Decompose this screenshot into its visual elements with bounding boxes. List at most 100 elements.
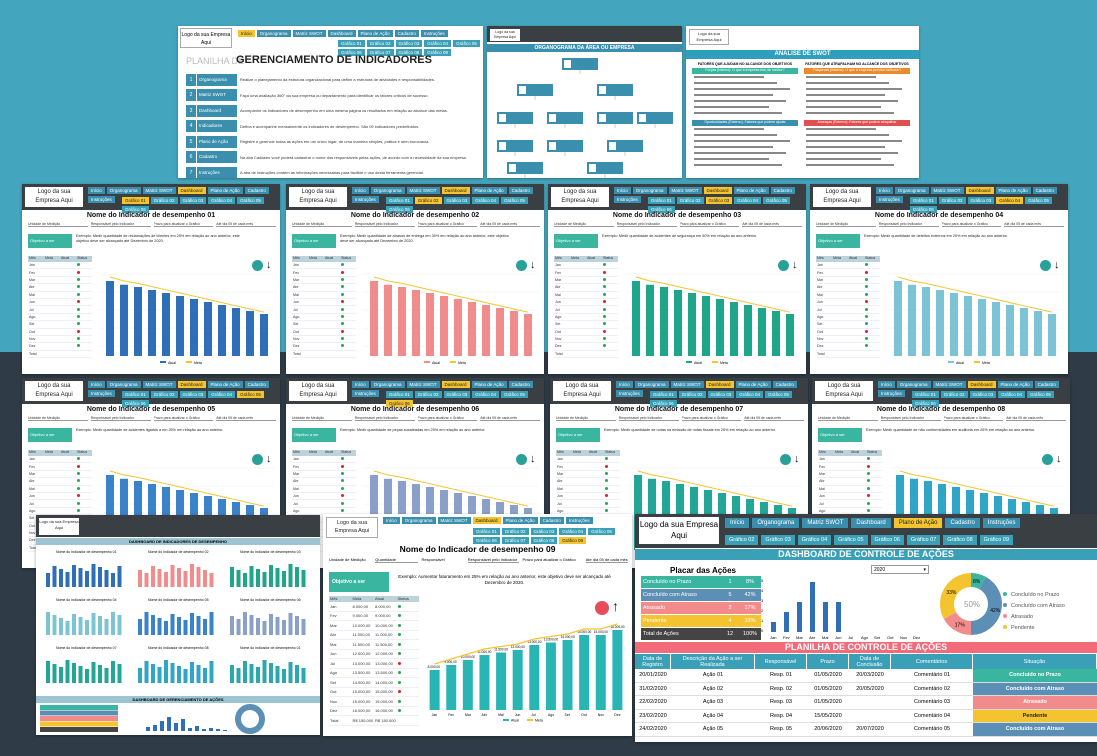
year-select[interactable]: 2020 ▾ [871, 565, 929, 574]
table-cell[interactable]: Ação 02 [702, 685, 724, 692]
nav-tab-5[interactable]: Cadastro [770, 187, 795, 194]
meta-cell[interactable]: 9.000,00 [352, 613, 369, 619]
table-row[interactable]: 20/01/2020 Ação 01 Resp. 01 01/05/2020 20/03… [635, 669, 1097, 683]
home-item[interactable]: 2 Matriz SWOT Faça uma avaliação 360° da s… [186, 88, 475, 103]
nav-grafico-3[interactable]: Gráfico 04 [797, 535, 832, 545]
nav-grafico-4[interactable]: Gráfico 05 [588, 528, 615, 535]
meta-cell[interactable]: 15.000,00 [352, 689, 371, 695]
nav-grafico-1[interactable]: Gráfico 02 [940, 391, 968, 398]
nav-tab-5[interactable]: Cadastro [508, 381, 533, 388]
nav-tab-0[interactable]: Início [616, 381, 633, 388]
nav-grafico-3[interactable]: Gráfico 04 [208, 197, 236, 204]
nav-grafico-1[interactable]: Gráfico 02 [501, 528, 529, 535]
table-cell[interactable]: 20/07/2020 [856, 726, 884, 733]
nav-tab-4[interactable]: Plano de Ação [735, 381, 771, 388]
nav-tab-3[interactable]: Dashboard [441, 381, 470, 388]
nav-grafico-2[interactable]: Gráfico 03 [443, 197, 471, 204]
table-cell[interactable]: 31/02/2020 [639, 685, 667, 692]
nav-tab-0[interactable]: Início [725, 518, 750, 528]
nav-grafico-4[interactable]: Gráfico 05 [453, 40, 480, 47]
table-cell[interactable]: 24/02/2020 [639, 726, 667, 733]
nav-tab-4[interactable]: Plano de Ação [995, 187, 1031, 194]
nav-tab-0[interactable]: Início [352, 187, 369, 194]
nav-grafico-2[interactable]: Gráfico 03 [179, 197, 207, 204]
nav-tab-0[interactable]: Início [88, 381, 105, 388]
nav-tab-6[interactable]: Instruções [420, 30, 448, 37]
nav-grafico-2[interactable]: Gráfico 03 [969, 391, 997, 398]
meta-cell[interactable]: 16.000,00 [352, 708, 371, 714]
table-cell[interactable]: Pendente [973, 709, 1097, 722]
nav-tab-6[interactable]: Instruções [88, 390, 115, 397]
nav-tab-1[interactable]: Organograma [370, 187, 405, 194]
nav-tab-5[interactable]: Cadastro [394, 30, 419, 37]
table-cell[interactable]: Resp. 02 [769, 685, 792, 692]
nav-tab-6[interactable]: Instruções [88, 196, 115, 203]
nav-tab-1[interactable]: Organograma [106, 187, 141, 194]
nav-tab-6[interactable]: Instruções [878, 390, 905, 397]
nav-tab-2[interactable]: Matriz SWOT [406, 381, 440, 388]
atual-cell[interactable]: 11.500,00 [375, 641, 393, 647]
obj-text[interactable]: Exemplo: Medir quantidade de não conform… [866, 428, 1036, 432]
nav-grafico-7[interactable]: Gráfico 08 [943, 535, 977, 545]
table-cell[interactable]: 20/01/2020 [639, 672, 667, 679]
nav-grafico-3[interactable]: Gráfico 04 [424, 40, 452, 47]
nav-grafico-5[interactable]: Gráfico 06 [338, 49, 365, 56]
nav-tab-5[interactable]: Cadastro [1032, 187, 1057, 194]
nav-grafico-4[interactable]: Gráfico 05 [1025, 197, 1052, 204]
nav-tab-6[interactable]: Instruções [616, 390, 643, 397]
ind9-obj-text[interactable]: Exemplo: Aumentar faturamento em 25% em … [398, 574, 611, 585]
nav-tab-3[interactable]: Dashboard [327, 30, 356, 37]
ind9-prazo-val[interactable]: Até dia 05 de cada mês [585, 557, 628, 563]
nav-tab-1[interactable]: Organograma [401, 517, 436, 524]
nav-grafico-4[interactable]: Gráfico 05 [834, 535, 868, 545]
nav-grafico-3[interactable]: Gráfico 04 [998, 391, 1026, 398]
nav-tab-1[interactable]: Organograma [894, 187, 929, 194]
atual-cell[interactable]: 15.000,00 [375, 698, 393, 704]
nav-tab-2[interactable]: Matriz SWOT [437, 517, 471, 524]
nav-grafico-0[interactable]: Gráfico 01 [122, 391, 149, 398]
nav-tab-2[interactable]: Matriz SWOT [670, 381, 704, 388]
nav-tab-0[interactable]: Início [352, 381, 369, 388]
nav-grafico-0[interactable]: Gráfico 01 [473, 528, 500, 535]
nav-tab-0[interactable]: Início [88, 187, 105, 194]
nav-grafico-3[interactable]: Gráfico 04 [559, 528, 587, 535]
nav-grafico-0[interactable]: Gráfico 01 [648, 197, 675, 204]
atual-cell[interactable]: 8.000,00 [375, 603, 391, 609]
nav-tab-5[interactable]: Cadastro [244, 381, 269, 388]
nav-tab-2[interactable]: Matriz SWOT [802, 518, 849, 528]
nav-grafico-5[interactable]: Gráfico 06 [122, 206, 149, 213]
nav-grafico-3[interactable]: Gráfico 04 [734, 197, 762, 204]
home-item[interactable]: 5 Plano de Ação Registre e gerencie todas … [186, 134, 475, 149]
nav-grafico-5[interactable]: Gráfico 06 [122, 400, 149, 407]
nav-grafico-5[interactable]: Gráfico 06 [650, 400, 677, 407]
table-cell[interactable]: 01/05/2020 [814, 699, 842, 706]
nav-tab-2[interactable]: Matriz SWOT [142, 187, 176, 194]
nav-tab-3[interactable]: Dashboard [965, 187, 994, 194]
table-cell[interactable]: 22/02/2020 [639, 699, 667, 706]
nav-tab-2[interactable]: Matriz SWOT [142, 381, 176, 388]
table-cell[interactable]: Comentário 04 [913, 712, 951, 719]
meta-cell[interactable]: 14.000,00 [352, 679, 371, 685]
home-item[interactable]: 3 Dashboard Acompanhe os indicadores de de… [186, 103, 475, 118]
nav-grafico-2[interactable]: Gráfico 03 [707, 391, 735, 398]
nav-grafico-8[interactable]: Gráfico 09 [559, 537, 587, 544]
atual-cell[interactable]: 12.000,00 [375, 651, 393, 657]
table-cell[interactable]: Concluído no Prazo [973, 669, 1097, 682]
table-cell[interactable]: Comentário 02 [913, 685, 951, 692]
nav-tab-3[interactable]: Dashboard [472, 517, 501, 524]
nav-tab-4[interactable]: Plano de Ação [997, 381, 1033, 388]
nav-tab-0[interactable]: Início [614, 187, 631, 194]
nav-grafico-0[interactable]: Gráfico 01 [338, 40, 365, 47]
nav-grafico-4[interactable]: Gráfico 05 [1027, 391, 1054, 398]
obj-text[interactable]: Exemplo: Medir quantidade de peças sucat… [340, 428, 486, 432]
ind9-unidade-val[interactable]: Quantidade [375, 557, 418, 563]
table-cell[interactable]: Resp. 04 [769, 712, 792, 719]
table-cell[interactable]: 01/05/2020 [814, 672, 842, 679]
nav-tab-2[interactable]: Matriz SWOT [668, 187, 702, 194]
home-item[interactable]: 7 Instruções A aba de Instruções contém as… [186, 165, 475, 178]
meta-cell[interactable]: 10.000,00 [352, 622, 371, 628]
nav-tab-5[interactable]: Cadastro [508, 187, 533, 194]
nav-grafico-0[interactable]: Gráfico 01 [386, 197, 413, 204]
ind9-resp-val[interactable]: Responsável pelo Indicador [467, 557, 519, 563]
nav-tab-6[interactable]: Instruções [352, 390, 379, 397]
